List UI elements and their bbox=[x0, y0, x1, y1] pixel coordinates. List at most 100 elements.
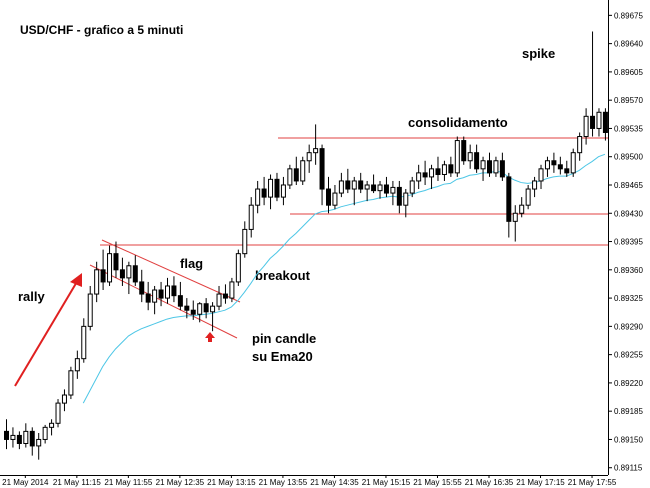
candle-body bbox=[81, 325, 87, 360]
x-tick-label: 21 May 15:55 bbox=[413, 478, 462, 487]
annotation: rally bbox=[18, 289, 46, 304]
candle-body bbox=[332, 192, 338, 206]
candle-body bbox=[557, 164, 563, 170]
candle-body bbox=[10, 434, 16, 440]
rally-arrow bbox=[14, 273, 82, 387]
candle-body bbox=[345, 180, 351, 190]
y-tick-label: 0.89465 bbox=[614, 181, 643, 190]
annotation: breakout bbox=[255, 268, 311, 283]
y-tick-label: 0.89150 bbox=[614, 435, 643, 444]
candle-body bbox=[4, 430, 9, 440]
candle-body bbox=[409, 180, 415, 194]
candle-body bbox=[119, 269, 125, 279]
x-tick-label: 21 May 14:35 bbox=[310, 478, 359, 487]
x-tick-label: 21 May 12:35 bbox=[156, 478, 205, 487]
candle-body bbox=[454, 140, 460, 174]
candle-body bbox=[306, 152, 312, 162]
candle-body bbox=[274, 178, 280, 198]
candle-body bbox=[287, 168, 293, 186]
candle-body bbox=[512, 212, 518, 222]
candle-body bbox=[49, 422, 55, 428]
candle-body bbox=[602, 111, 608, 133]
candle-body bbox=[390, 186, 396, 194]
x-tick-label: 21 May 16:35 bbox=[465, 478, 514, 487]
x-tick-label: 21 May 13:55 bbox=[259, 478, 308, 487]
x-tick-label: 21 May 11:55 bbox=[104, 478, 152, 487]
trend-line bbox=[101, 239, 241, 303]
y-tick-label: 0.89255 bbox=[614, 351, 643, 360]
candle-body bbox=[480, 160, 486, 170]
y-tick-label: 0.89115 bbox=[614, 464, 643, 473]
x-tick-label: 21 May 15:15 bbox=[362, 478, 411, 487]
candle-body bbox=[448, 164, 454, 174]
candle-body bbox=[590, 115, 596, 129]
candle-body bbox=[538, 168, 544, 182]
candle-body bbox=[338, 180, 344, 194]
y-tick-label: 0.89570 bbox=[614, 96, 643, 105]
candle-body bbox=[190, 309, 196, 315]
y-tick-label: 0.89675 bbox=[614, 11, 643, 20]
candle-body bbox=[61, 394, 67, 404]
y-tick-label: 0.89640 bbox=[614, 40, 643, 49]
candle-body bbox=[107, 253, 113, 283]
y-tick-label: 0.89360 bbox=[614, 266, 643, 275]
y-tick-label: 0.89430 bbox=[614, 209, 643, 218]
candle-body bbox=[242, 228, 248, 255]
candle-body bbox=[126, 265, 132, 279]
candle-body bbox=[216, 293, 222, 307]
x-tick-label: 21 May 17:15 bbox=[516, 478, 565, 487]
candle-body bbox=[319, 148, 325, 190]
candle-body bbox=[139, 281, 145, 295]
pin-arrow bbox=[205, 332, 215, 342]
candle-body bbox=[313, 148, 319, 154]
candle-body bbox=[68, 370, 74, 396]
annotation: pin candle bbox=[252, 331, 316, 346]
annotation: su Ema20 bbox=[252, 349, 313, 364]
candle-body bbox=[326, 188, 331, 206]
candle-body bbox=[441, 164, 447, 175]
y-tick-label: 0.89185 bbox=[614, 407, 643, 416]
candle-body bbox=[261, 188, 267, 198]
candle-body bbox=[570, 152, 576, 174]
candle-body bbox=[467, 152, 473, 162]
candle-body bbox=[94, 269, 100, 295]
candle-body bbox=[377, 184, 383, 192]
candle-body bbox=[177, 295, 183, 307]
candle-body bbox=[55, 402, 61, 424]
x-tick-label: 21 May 17:55 bbox=[568, 478, 617, 487]
candle-body bbox=[29, 430, 35, 447]
y-tick-label: 0.89220 bbox=[614, 379, 643, 388]
candle-body bbox=[532, 180, 538, 190]
y-tick-label: 0.89325 bbox=[614, 294, 643, 303]
candle-body bbox=[358, 180, 364, 190]
candle-body bbox=[474, 152, 480, 170]
candle-body bbox=[248, 204, 254, 230]
annotation: spike bbox=[522, 46, 555, 61]
candle-body bbox=[506, 176, 512, 222]
candle-body bbox=[42, 426, 48, 440]
candle-body bbox=[487, 160, 492, 174]
candle-body bbox=[145, 293, 151, 303]
y-tick-label: 0.89535 bbox=[614, 124, 643, 133]
candle-body bbox=[364, 184, 370, 190]
candle-body bbox=[100, 269, 106, 283]
candle-body bbox=[113, 253, 119, 271]
candle-body bbox=[203, 303, 209, 313]
candle-body bbox=[493, 160, 499, 174]
candle-body bbox=[165, 285, 170, 299]
candle-body bbox=[255, 188, 261, 206]
candle-body bbox=[583, 115, 589, 138]
candle-body bbox=[525, 188, 531, 206]
candle-body bbox=[596, 111, 602, 129]
candle-body bbox=[577, 136, 583, 154]
candle-body bbox=[229, 281, 235, 299]
candle-body bbox=[222, 293, 228, 299]
candle-body bbox=[235, 253, 241, 283]
annotation: consolidamento bbox=[408, 115, 508, 130]
candle-body bbox=[158, 289, 164, 299]
candle-body bbox=[87, 293, 93, 327]
candle-body bbox=[197, 303, 203, 315]
